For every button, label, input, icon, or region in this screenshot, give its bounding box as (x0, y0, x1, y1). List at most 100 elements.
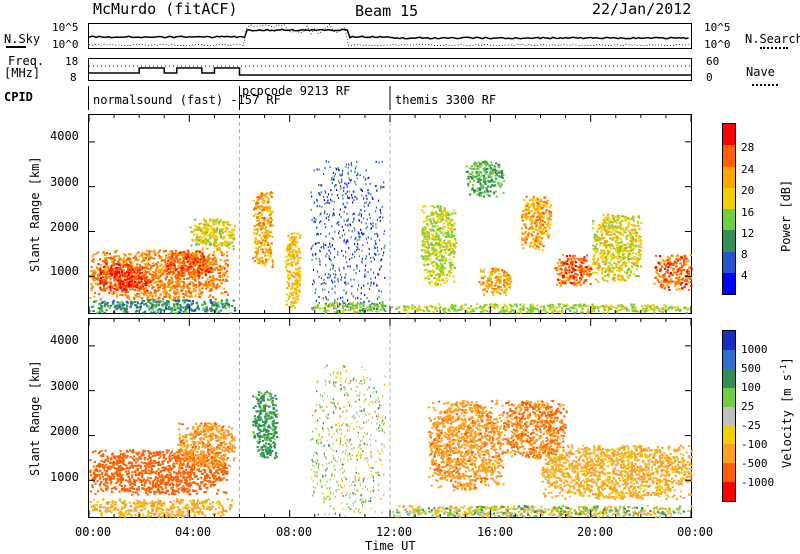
power-blob-5 (252, 191, 275, 268)
cell (519, 311, 522, 314)
cell (327, 246, 329, 249)
cell (436, 228, 439, 231)
cell (288, 254, 291, 257)
cell (440, 213, 443, 216)
cell (135, 293, 138, 296)
cell (153, 290, 157, 293)
cell (445, 277, 448, 280)
cell (381, 186, 383, 189)
cell (522, 247, 525, 250)
cell (265, 209, 268, 212)
cell (425, 305, 428, 308)
cell (566, 303, 569, 306)
cell (182, 299, 185, 302)
cell (381, 308, 384, 311)
cell (312, 254, 314, 257)
cell (155, 269, 158, 272)
cell (356, 198, 358, 201)
cell (422, 257, 425, 260)
cell (342, 311, 345, 314)
cell (453, 209, 456, 212)
cell (125, 308, 128, 311)
cell (205, 279, 208, 282)
cell (204, 232, 207, 235)
cell (271, 235, 274, 238)
cell (651, 308, 654, 311)
cell (506, 307, 509, 310)
cell (134, 259, 137, 262)
cell (413, 306, 416, 308)
cell (574, 257, 577, 260)
velocity-cb-tick-neg1000: -1000 (741, 476, 775, 489)
cell (432, 217, 435, 220)
cell (446, 217, 449, 220)
cell (108, 307, 111, 310)
cell (532, 215, 535, 218)
cell (127, 256, 130, 259)
cell (261, 231, 264, 234)
cell (451, 212, 454, 215)
cell (439, 246, 442, 249)
cell (568, 254, 572, 257)
cell (354, 180, 356, 183)
cell (226, 251, 229, 254)
cell (207, 255, 210, 258)
cell (299, 251, 302, 254)
cell (324, 309, 328, 312)
cell (289, 295, 292, 298)
cell (525, 218, 529, 221)
cell (99, 268, 102, 271)
cell (452, 275, 455, 278)
cell (440, 258, 443, 261)
cell (171, 280, 174, 283)
cell (125, 289, 128, 291)
cell (137, 271, 140, 273)
cell (452, 255, 455, 258)
cell (126, 305, 129, 308)
cell (176, 276, 179, 279)
cell (441, 269, 444, 272)
cell (126, 267, 129, 270)
cell (316, 168, 318, 171)
cell (493, 307, 496, 310)
cell (263, 218, 266, 221)
cell (259, 224, 263, 227)
cell (167, 272, 170, 275)
cell (430, 242, 433, 245)
cell (539, 240, 543, 243)
cell (330, 245, 332, 248)
cell (135, 309, 139, 312)
cell (376, 297, 379, 300)
cell (192, 261, 195, 263)
cell (255, 253, 258, 256)
noise-panel (88, 23, 692, 49)
cell (161, 300, 165, 303)
cell (205, 284, 208, 287)
cell (224, 304, 227, 307)
cell (426, 263, 429, 266)
cell (322, 196, 325, 199)
cell (540, 220, 543, 223)
cell (264, 231, 267, 234)
cell (158, 265, 161, 268)
cell (364, 264, 367, 267)
cell (223, 287, 226, 290)
cell (110, 273, 113, 276)
cell (292, 271, 295, 274)
cell (433, 260, 436, 263)
cell (150, 265, 153, 268)
cell (221, 267, 224, 270)
cell (192, 282, 195, 285)
cell (338, 269, 341, 272)
cell (169, 263, 172, 266)
cell (437, 259, 440, 262)
cell (614, 307, 617, 309)
cell (115, 283, 118, 286)
cell (118, 266, 121, 269)
cell (570, 271, 573, 274)
cell (192, 230, 195, 233)
cell (210, 284, 213, 287)
velocity-cb-tick-25: 25 (741, 400, 755, 413)
cell (173, 308, 176, 311)
cell (147, 305, 151, 308)
